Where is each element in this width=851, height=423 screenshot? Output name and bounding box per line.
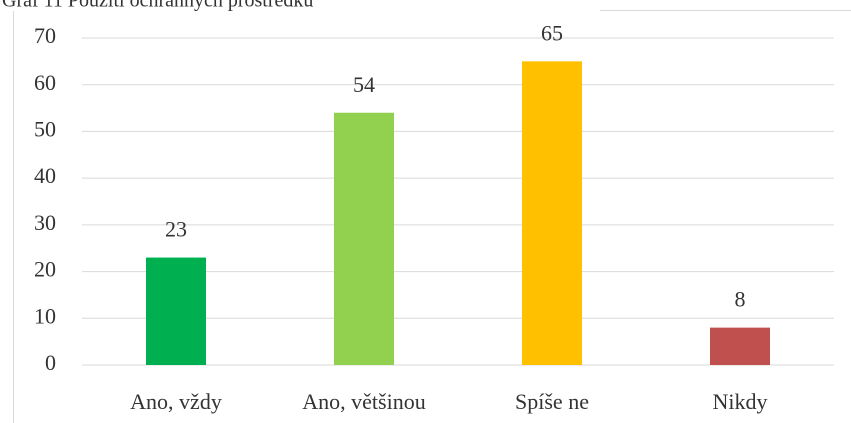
bar xyxy=(334,112,394,365)
value-label: 65 xyxy=(541,20,563,45)
y-tick-label: 60 xyxy=(34,70,56,95)
y-tick-label: 70 xyxy=(34,23,56,48)
y-tick-label: 0 xyxy=(45,350,56,375)
y-tick-label: 20 xyxy=(34,257,56,282)
y-tick-label: 30 xyxy=(34,210,56,235)
y-tick-label: 40 xyxy=(34,163,56,188)
title-background xyxy=(0,0,600,11)
bar xyxy=(146,257,206,365)
chart-title: Graf 11 Použití ochranných prostředků xyxy=(2,0,313,12)
x-tick-label: Spíše ne xyxy=(515,389,589,414)
x-tick-label: Ano, vždy xyxy=(130,389,222,414)
x-tick-label: Ano, většinou xyxy=(302,389,425,414)
y-tick-label: 10 xyxy=(34,303,56,328)
bar xyxy=(522,61,582,365)
y-tick-label: 50 xyxy=(34,116,56,141)
value-label: 23 xyxy=(165,217,187,242)
bar xyxy=(710,327,770,365)
x-tick-label: Nikdy xyxy=(713,389,768,414)
value-label: 54 xyxy=(353,72,375,97)
value-label: 8 xyxy=(735,287,746,312)
